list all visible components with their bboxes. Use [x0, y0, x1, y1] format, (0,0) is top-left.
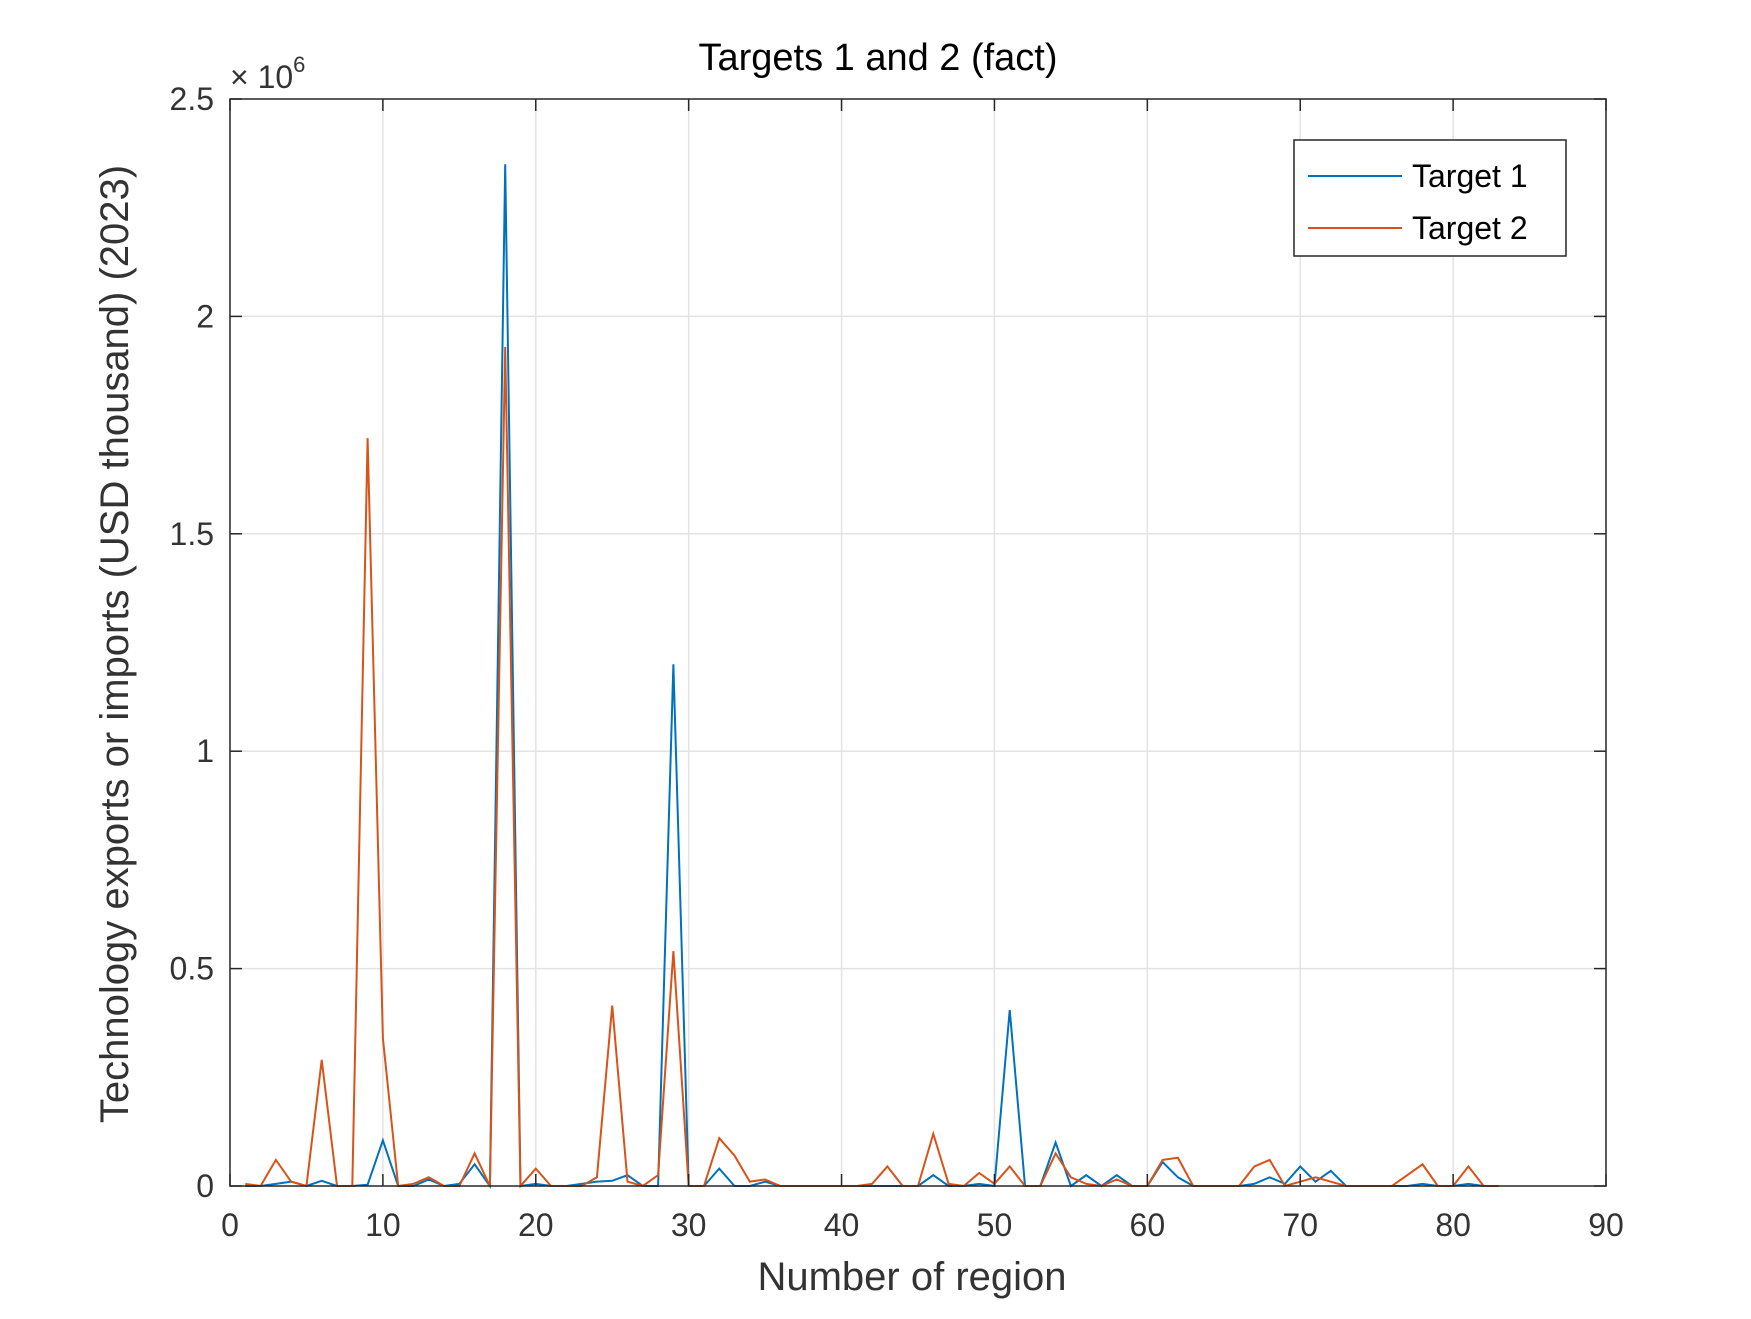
svg-text:× 106: × 106 — [230, 52, 305, 95]
legend-label-2: Target 2 — [1412, 210, 1528, 246]
x-tick-label: 40 — [824, 1207, 860, 1243]
y-tick-label: 1 — [196, 733, 214, 769]
x-tick-label: 20 — [518, 1207, 554, 1243]
y-tick-label: 0 — [196, 1168, 214, 1204]
x-tick-label: 90 — [1588, 1207, 1624, 1243]
x-tick-label: 0 — [221, 1207, 239, 1243]
axes — [229, 98, 1607, 1187]
plot-area — [230, 99, 1606, 1186]
axes-box — [229, 98, 1607, 1187]
y-tick-label: 0.5 — [170, 951, 214, 987]
x-tick-label: 70 — [1282, 1207, 1318, 1243]
grid — [230, 99, 1606, 1186]
x-tick-label: 10 — [365, 1207, 401, 1243]
y-tick-label: 1.5 — [170, 516, 214, 552]
x-tick-label: 60 — [1130, 1207, 1166, 1243]
y-tick-label: 2 — [196, 298, 214, 334]
legend-box — [1293, 139, 1567, 257]
x-tick-label: 50 — [977, 1207, 1013, 1243]
x-tick-label: 30 — [671, 1207, 707, 1243]
y-exponent-label: × 10 — [230, 59, 293, 95]
chart-title: Targets 1 and 2 (fact) — [698, 37, 1057, 79]
y-exponent: × 106 — [230, 52, 305, 95]
legend: Target 1 Target 2 — [1293, 139, 1567, 257]
legend-label-1: Target 1 — [1412, 158, 1528, 194]
tick-labels: 0 10 20 30 40 50 60 70 80 90 0 0.5 1 1.5 2 2.5 — [170, 81, 1624, 1243]
y-exponent-power: 6 — [293, 52, 305, 77]
y-axis-label: Technology exports or imports (USD thous… — [93, 165, 137, 1123]
x-axis-label: Number of region — [757, 1255, 1066, 1299]
y-tick-label: 2.5 — [170, 81, 214, 117]
x-tick-label: 80 — [1435, 1207, 1471, 1243]
